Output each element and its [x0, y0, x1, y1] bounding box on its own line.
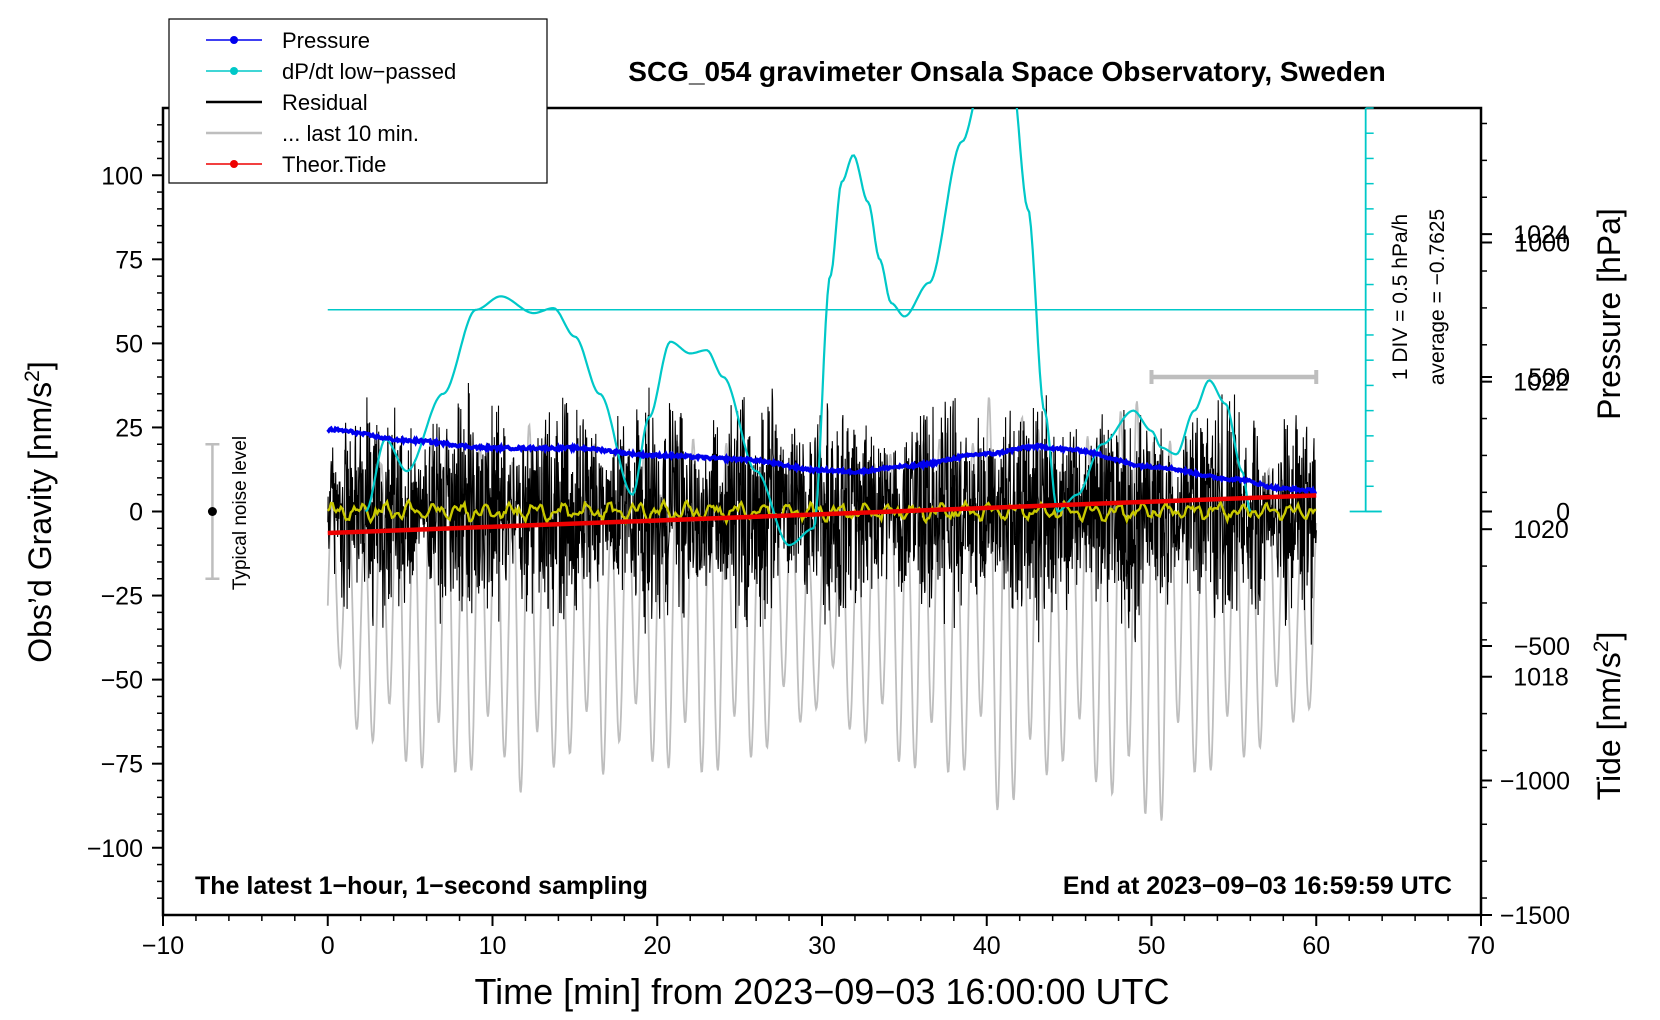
y-pressure-tick-label: 1024	[1513, 221, 1569, 249]
y-pressure-tick-label: 1020	[1513, 516, 1569, 544]
pressure-series	[326, 425, 1318, 497]
y-left-tick-label: 50	[115, 330, 143, 358]
annotation-end-time: End at 2023−09−03 16:59:59 UTC	[1063, 872, 1452, 900]
y-left-tick-label: 0	[129, 499, 143, 527]
y-tide-tick-label: −1000	[1500, 768, 1570, 796]
legend-label: Residual	[282, 90, 368, 115]
last-10-min-line	[326, 397, 1318, 821]
y-axis-pressure-label: Pressure [hPa]	[1591, 208, 1627, 420]
y-axis-tide-label: Tide [nm/s2]	[1590, 632, 1627, 801]
tide-scale-bar	[1149, 370, 1319, 384]
residual-smoothed-series	[326, 497, 1317, 526]
legend-label: Pressure	[282, 28, 370, 53]
legend-item: Theor.Tide	[206, 152, 386, 177]
y-pressure-tick-label: 1018	[1513, 664, 1569, 692]
y-tide-tick-label: 0	[1556, 499, 1570, 527]
residual-smoothed-line	[326, 497, 1317, 526]
legend-marker	[230, 67, 238, 75]
y-left-tick-label: 100	[101, 162, 143, 190]
y-axis-pressure: 1024 1022 1020 1018	[1481, 122, 1569, 899]
y-left-tick-label: −50	[101, 667, 143, 695]
x-tick-label: 40	[973, 932, 1001, 960]
legend-item: dP/dt low−passed	[206, 59, 456, 84]
theor-tide-series	[327, 493, 1317, 536]
y-axis-gravity: 100 75 50 25 0 −25 −50 −75 −100	[87, 124, 163, 899]
x-tick-label: 30	[808, 932, 836, 960]
y-tide-tick-label: 1000	[1514, 230, 1570, 258]
y-axis-gravity-label: Obs’d Gravity [nm/s2]	[21, 361, 58, 663]
noise-indicator	[205, 443, 220, 580]
legend-label: dP/dt low−passed	[282, 59, 456, 84]
y-left-tick-label: −75	[101, 751, 143, 779]
annotation-sampling: The latest 1−hour, 1−second sampling	[195, 872, 648, 900]
dpdt-line	[364, 108, 1252, 547]
y-left-tick-label: 25	[115, 414, 143, 442]
y-tide-tick-label: −500	[1514, 633, 1570, 661]
legend-box	[168, 18, 548, 184]
x-tick-label: 50	[1138, 932, 1166, 960]
legend-item: Residual	[206, 90, 368, 115]
y-tide-tick-label: −1500	[1500, 902, 1570, 930]
legend-label: Theor.Tide	[282, 152, 386, 177]
y-left-tick-label: −100	[87, 835, 143, 863]
x-tick-label: 20	[643, 932, 671, 960]
noise-label: Typical noise level	[230, 436, 251, 590]
y-axis-tide: 1000 500 0 −500 −1000 −1500	[1481, 230, 1570, 930]
legend-label: ... last 10 min.	[282, 121, 419, 146]
residual-line	[327, 382, 1317, 645]
legend-marker	[230, 36, 238, 44]
dpdt-div-label: 1 DIV = 0.5 hPa/h	[1389, 214, 1412, 380]
y-tide-tick-label: 500	[1528, 364, 1570, 392]
residual-series	[327, 382, 1317, 645]
dpdt-series	[327, 108, 1366, 547]
last-10-min-series	[326, 397, 1318, 821]
legend-marker	[230, 160, 238, 168]
y-left-tick-label: 75	[115, 246, 143, 274]
y-left-tick-label: −25	[101, 583, 143, 611]
dpdt-scale	[1349, 107, 1382, 513]
pressure-line	[326, 425, 1318, 497]
x-tick-label: 70	[1467, 932, 1495, 960]
legend-item: ... last 10 min.	[206, 121, 419, 146]
legend: Pressure dP/dt low−passed Residual ... last…	[168, 18, 548, 184]
x-tick-label: 60	[1302, 932, 1330, 960]
theor-tide-line	[327, 493, 1317, 536]
x-tick-label: −10	[142, 932, 184, 960]
x-tick-label: 10	[479, 932, 507, 960]
x-axis-label: Time [min] from 2023−09−03 16:00:00 UTC	[474, 971, 1169, 1012]
legend-item: Pressure	[206, 28, 370, 53]
noise-center-dot	[207, 507, 217, 516]
dpdt-average-label: average = −0.7625	[1426, 209, 1449, 385]
chart-title: SCG_054 gravimeter Onsala Space Observat…	[628, 56, 1385, 87]
y-pressure-tick-label: 1022	[1513, 369, 1569, 397]
x-axis: −10 0 10 20 30 40 50 60 70	[142, 915, 1495, 960]
x-tick-label: 0	[321, 932, 335, 960]
